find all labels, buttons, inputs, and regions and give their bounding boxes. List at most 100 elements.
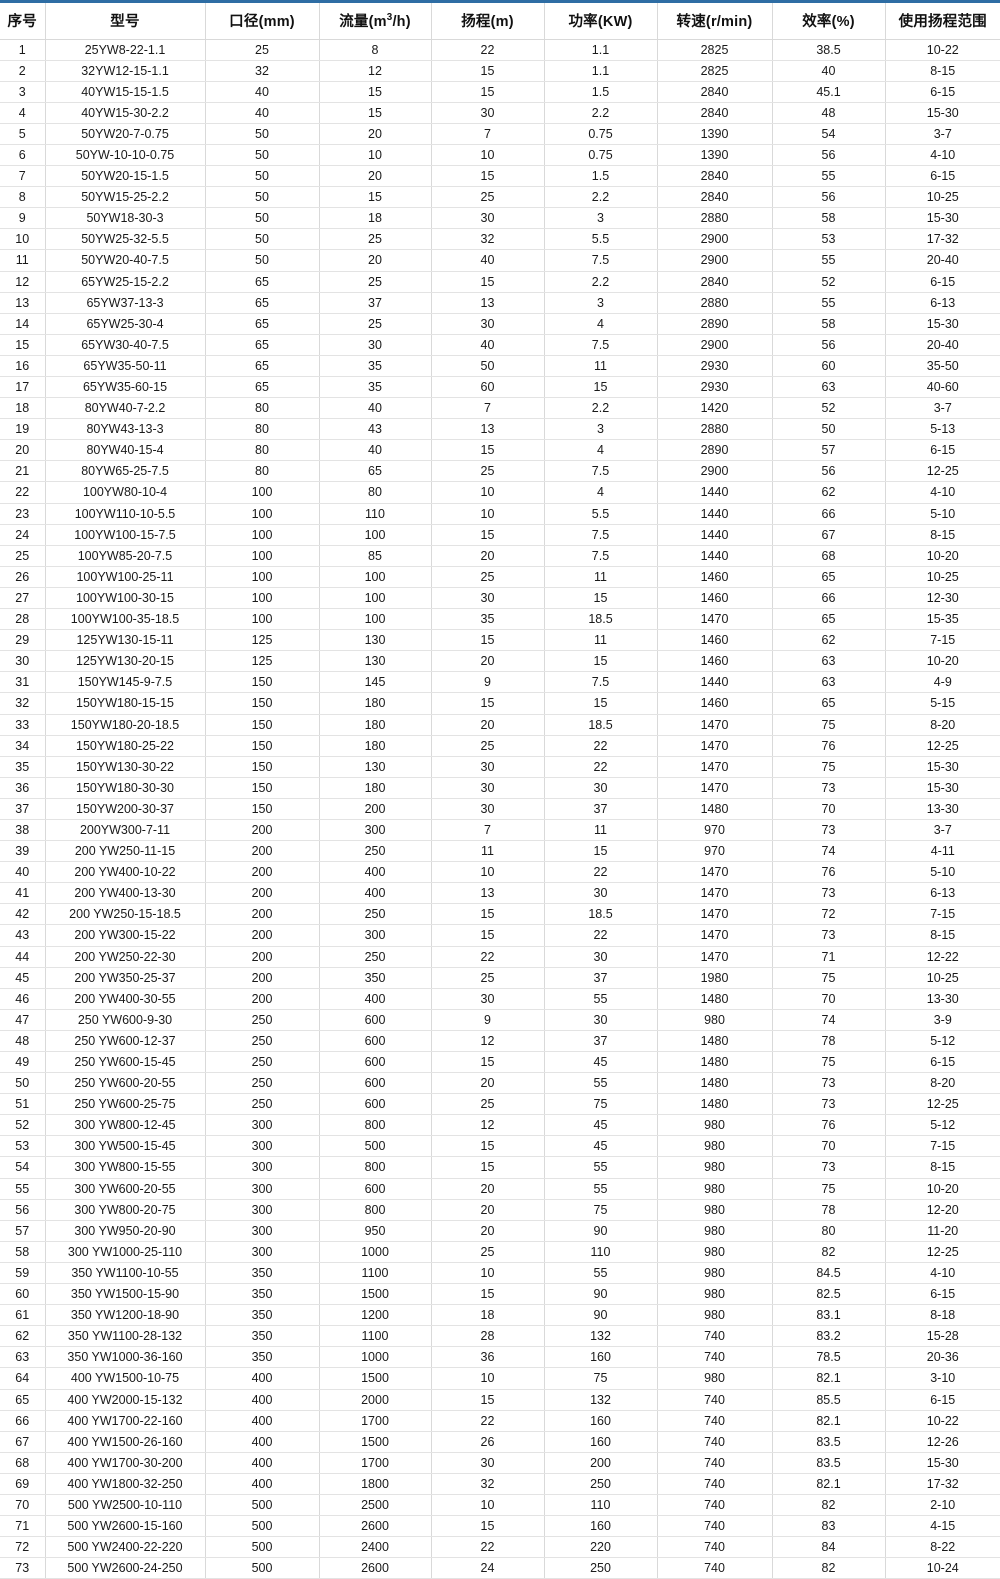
cell-speed: 2930 — [657, 376, 773, 399]
cell-model: 500 YW2600-24-250 — [45, 1557, 206, 1579]
cell-speed: 1440 — [657, 481, 773, 504]
cell-sequence: 61 — [0, 1304, 46, 1327]
table-row: 8 50YW15-25-2.2 50 15 25 2.2 2840 56 10-25 — [0, 186, 1000, 209]
cell-efficiency: 58 — [772, 207, 886, 230]
cell-flow: 250 — [319, 903, 432, 926]
cell-bore: 250 — [205, 1072, 320, 1095]
cell-power: 160 — [544, 1515, 658, 1538]
cell-efficiency: 73 — [772, 777, 886, 799]
cell-bore: 400 — [205, 1389, 320, 1411]
cell-speed: 1470 — [657, 735, 773, 757]
cell-head: 12 — [431, 1114, 545, 1137]
cell-speed: 1470 — [657, 756, 773, 778]
cell-sequence: 50 — [0, 1072, 46, 1095]
cell-bore: 65 — [205, 334, 320, 356]
cell-power: 0.75 — [544, 144, 658, 167]
table-row: 71 500 YW2600-15-160 500 2600 15 160 740 83 4-15 — [0, 1515, 1000, 1538]
cell-power: 22 — [544, 924, 658, 947]
cell-flow: 500 — [319, 1135, 432, 1158]
cell-model: 50YW20-15-1.5 — [45, 165, 206, 188]
cell-head-range: 15-35 — [885, 608, 1000, 631]
cell-efficiency: 85.5 — [772, 1389, 886, 1411]
cell-model: 200 YW300-15-22 — [45, 924, 206, 947]
table-row: 23 100YW110-10-5.5 100 110 10 5.5 1440 66 5-10 — [0, 503, 1000, 525]
column-header-head-range: 使用扬程范围 — [885, 3, 1000, 40]
cell-head: 18 — [431, 1304, 545, 1327]
cell-flow: 2600 — [319, 1557, 432, 1579]
cell-speed: 1470 — [657, 903, 773, 926]
cell-power: 7.5 — [544, 524, 658, 546]
cell-bore: 200 — [205, 967, 320, 989]
cell-head-range: 8-22 — [885, 1536, 1000, 1559]
cell-flow: 950 — [319, 1220, 432, 1242]
cell-power: 7.5 — [544, 545, 658, 567]
cell-sequence: 54 — [0, 1156, 46, 1179]
table-row: 3 40YW15-15-1.5 40 15 15 1.5 2840 45.1 6-15 — [0, 81, 1000, 103]
cell-efficiency: 75 — [772, 967, 886, 989]
cell-bore: 80 — [205, 460, 320, 483]
cell-sequence: 16 — [0, 355, 46, 378]
cell-head: 15 — [431, 81, 545, 103]
cell-sequence: 35 — [0, 756, 46, 778]
cell-flow: 600 — [319, 1051, 432, 1074]
cell-model: 40YW15-30-2.2 — [45, 102, 206, 124]
cell-efficiency: 80 — [772, 1220, 886, 1242]
cell-head: 10 — [431, 144, 545, 167]
cell-sequence: 4 — [0, 102, 46, 124]
cell-model: 500 YW2500-10-110 — [45, 1494, 206, 1517]
cell-power: 22 — [544, 756, 658, 778]
cell-bore: 150 — [205, 714, 320, 736]
table-row: 53 300 YW500-15-45 300 500 15 45 980 70 7-15 — [0, 1135, 1000, 1158]
cell-sequence: 30 — [0, 650, 46, 673]
cell-head: 10 — [431, 1367, 545, 1390]
cell-bore: 100 — [205, 587, 320, 610]
cell-flow: 100 — [319, 587, 432, 610]
table-row: 64 400 YW1500-10-75 400 1500 10 75 980 82.1 3-10 — [0, 1367, 1000, 1390]
cell-speed: 2840 — [657, 271, 773, 293]
cell-bore: 500 — [205, 1494, 320, 1517]
cell-sequence: 24 — [0, 524, 46, 546]
cell-efficiency: 82 — [772, 1494, 886, 1517]
cell-head: 15 — [431, 1135, 545, 1158]
cell-efficiency: 48 — [772, 102, 886, 124]
cell-speed: 1440 — [657, 671, 773, 694]
cell-head-range: 5-12 — [885, 1030, 1000, 1053]
cell-model: 65YW37-13-3 — [45, 292, 206, 314]
cell-bore: 200 — [205, 882, 320, 905]
cell-head-range: 12-25 — [885, 1241, 1000, 1263]
cell-model: 300 YW950-20-90 — [45, 1220, 206, 1242]
cell-model: 400 YW2000-15-132 — [45, 1389, 206, 1411]
cell-model: 400 YW1500-10-75 — [45, 1367, 206, 1390]
cell-model: 50YW15-25-2.2 — [45, 186, 206, 209]
cell-sequence: 47 — [0, 1009, 46, 1031]
cell-flow: 180 — [319, 777, 432, 799]
cell-bore: 200 — [205, 903, 320, 926]
cell-efficiency: 65 — [772, 692, 886, 715]
cell-flow: 1500 — [319, 1283, 432, 1306]
cell-head-range: 8-20 — [885, 1072, 1000, 1095]
cell-efficiency: 52 — [772, 397, 886, 420]
cell-head-range: 8-15 — [885, 1156, 1000, 1179]
cell-head-range: 15-30 — [885, 756, 1000, 778]
cell-power: 30 — [544, 1009, 658, 1031]
cell-power: 18.5 — [544, 714, 658, 736]
cell-sequence: 68 — [0, 1452, 46, 1474]
cell-efficiency: 75 — [772, 714, 886, 736]
cell-flow: 145 — [319, 671, 432, 694]
cell-power: 11 — [544, 819, 658, 842]
cell-bore: 40 — [205, 102, 320, 124]
cell-sequence: 55 — [0, 1178, 46, 1200]
cell-head-range: 7-15 — [885, 1135, 1000, 1158]
cell-bore: 50 — [205, 186, 320, 209]
cell-bore: 150 — [205, 798, 320, 820]
cell-model: 200 YW250-15-18.5 — [45, 903, 206, 926]
cell-sequence: 65 — [0, 1389, 46, 1411]
cell-bore: 50 — [205, 228, 320, 251]
cell-speed: 1470 — [657, 777, 773, 799]
cell-power: 11 — [544, 355, 658, 378]
cell-speed: 2900 — [657, 334, 773, 356]
cell-efficiency: 63 — [772, 671, 886, 694]
cell-model: 400 YW1700-22-160 — [45, 1410, 206, 1432]
cell-head-range: 13-30 — [885, 988, 1000, 1010]
cell-head: 15 — [431, 629, 545, 652]
